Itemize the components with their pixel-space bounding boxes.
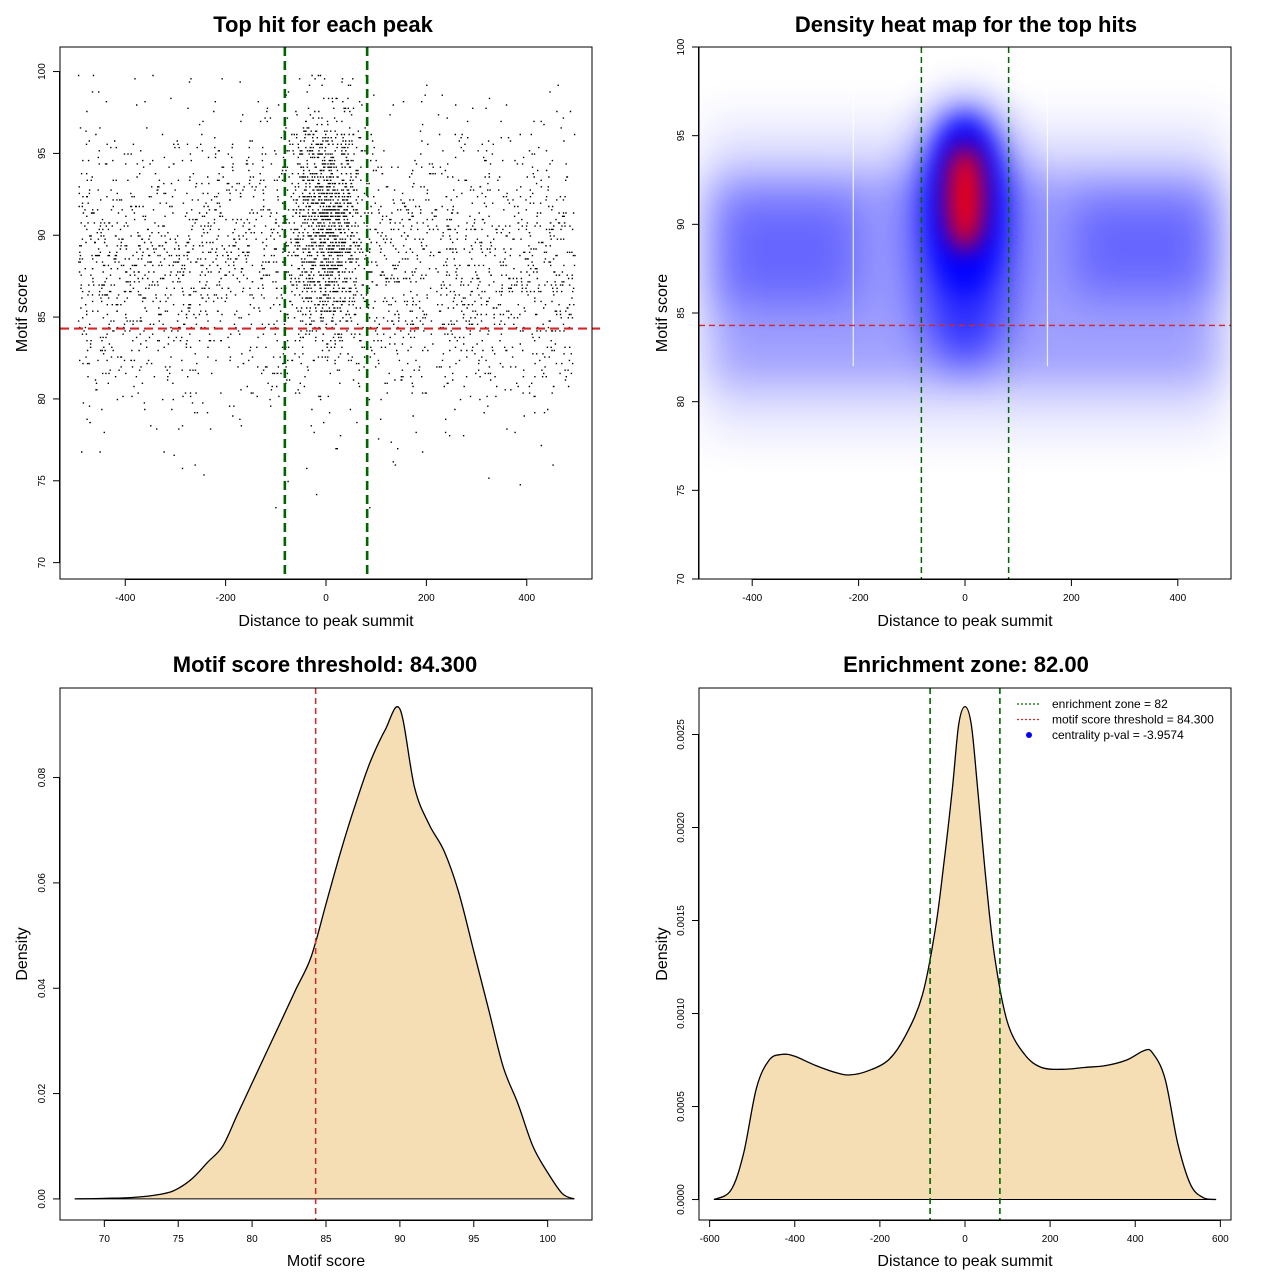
y-tick-label: 0.00 bbox=[37, 1189, 48, 1209]
y-tick-label: 100 bbox=[37, 63, 48, 80]
y-tick-label: 0.0020 bbox=[676, 812, 687, 843]
x-tick-label: -200 bbox=[870, 1234, 890, 1245]
legend-label: enrichment zone = 82 bbox=[1052, 697, 1168, 711]
x-tick-label: -600 bbox=[700, 1234, 720, 1245]
x-axis-label: Distance to peak summit bbox=[877, 613, 1053, 630]
legend-item: enrichment zone = 82 bbox=[1017, 697, 1168, 711]
y-tick-label: 95 bbox=[676, 130, 687, 142]
y-tick-label: 0.02 bbox=[37, 1083, 48, 1103]
x-tick-label: 200 bbox=[418, 593, 435, 604]
y-tick-label: 80 bbox=[676, 396, 687, 408]
x-tick-label: 70 bbox=[99, 1234, 111, 1245]
legend: enrichment zone = 82 motif score threshol… bbox=[1017, 697, 1214, 742]
x-tick-label: 95 bbox=[468, 1234, 480, 1245]
y-tick-label: 0.0015 bbox=[676, 905, 687, 936]
y-axis: 70 75 80 85 90 95 100 bbox=[676, 38, 699, 585]
y-tick-label: 85 bbox=[676, 307, 687, 319]
y-tick-label: 85 bbox=[37, 311, 48, 323]
scatter-points bbox=[77, 74, 576, 509]
y-tick-label: 90 bbox=[37, 229, 48, 241]
x-axis-label: Distance to peak summit bbox=[877, 1253, 1053, 1270]
x-axis-label: Motif score bbox=[287, 1253, 365, 1270]
x-tick-label: 600 bbox=[1212, 1234, 1229, 1245]
y-axis: 0.0000 0.0005 0.0010 0.0015 0.0020 0.0025 bbox=[676, 719, 699, 1215]
legend-item: centrality p-val = -3.9574 bbox=[1026, 728, 1184, 742]
scatter-point-cloud bbox=[77, 74, 576, 509]
heat-left-lobe bbox=[714, 197, 859, 305]
legend-label: motif score threshold = 84.300 bbox=[1052, 713, 1214, 727]
x-tick-label: 85 bbox=[320, 1234, 332, 1245]
x-axis-label: Distance to peak summit bbox=[238, 613, 414, 630]
y-tick-label: 70 bbox=[676, 573, 687, 585]
x-axis: -600 -400 -200 0 200 400 600 bbox=[700, 1220, 1229, 1245]
y-axis-label: Density bbox=[654, 927, 671, 980]
x-tick-label: 400 bbox=[518, 593, 535, 604]
density-curve bbox=[74, 706, 575, 1200]
chart-title: Density heat map for the top hits bbox=[795, 12, 1137, 37]
y-axis-label: Density bbox=[14, 927, 31, 980]
y-tick-label: 75 bbox=[37, 475, 48, 487]
x-tick-label: 90 bbox=[394, 1234, 406, 1245]
x-tick-label: 0 bbox=[323, 593, 329, 604]
density-area bbox=[74, 706, 575, 1199]
x-tick-label: 100 bbox=[539, 1234, 556, 1245]
x-tick-label: 200 bbox=[1042, 1234, 1059, 1245]
density-area bbox=[713, 706, 1217, 1200]
x-axis: 70 75 80 85 90 95 100 bbox=[99, 1220, 556, 1245]
x-tick-label: 80 bbox=[247, 1234, 259, 1245]
y-tick-label: 100 bbox=[676, 38, 687, 55]
panel-4: Enrichment zone: 82.00 Distance to peak s… bbox=[654, 652, 1232, 1270]
heat-hotspot bbox=[946, 144, 984, 251]
y-tick-label: 75 bbox=[676, 484, 687, 496]
x-tick-label: -400 bbox=[785, 1234, 805, 1245]
heat-right-lobe bbox=[1071, 197, 1216, 296]
y-axis: 0.00 0.02 0.04 0.06 0.08 bbox=[37, 767, 60, 1209]
y-tick-label: 80 bbox=[37, 393, 48, 405]
y-tick-label: 0.04 bbox=[37, 978, 48, 998]
x-tick-label: -200 bbox=[849, 593, 869, 604]
panel-2: Density heat map for the top hits Distanc… bbox=[654, 12, 1232, 630]
chart-title: Motif score threshold: 84.300 bbox=[173, 652, 477, 677]
y-tick-label: 0.0025 bbox=[676, 719, 687, 750]
x-tick-label: 0 bbox=[962, 1234, 968, 1245]
x-axis: -400 -200 0 200 400 bbox=[742, 579, 1187, 604]
y-tick-label: 0.0010 bbox=[676, 998, 687, 1029]
x-axis: -400 -200 0 200 400 bbox=[115, 579, 536, 604]
x-tick-label: 400 bbox=[1127, 1234, 1144, 1245]
x-tick-label: 0 bbox=[962, 593, 968, 604]
y-tick-label: 90 bbox=[676, 218, 687, 230]
chart-title: Top hit for each peak bbox=[213, 12, 433, 37]
y-axis-label: Motif score bbox=[654, 274, 671, 352]
x-tick-label: -400 bbox=[115, 593, 135, 604]
panel-3: Motif score threshold: 84.300 Motif score… bbox=[14, 652, 593, 1270]
panel-1: Top hit for each peak Distance to peak su… bbox=[14, 12, 593, 630]
y-tick-label: 0.0005 bbox=[676, 1091, 687, 1122]
legend-point-icon bbox=[1026, 732, 1032, 738]
y-tick-label: 0.06 bbox=[37, 873, 48, 893]
x-tick-label: -200 bbox=[216, 593, 236, 604]
chart-title: Enrichment zone: 82.00 bbox=[843, 652, 1089, 677]
y-tick-label: 0.0000 bbox=[676, 1184, 687, 1215]
density-curve bbox=[713, 705, 1217, 1201]
x-tick-label: 200 bbox=[1063, 593, 1080, 604]
y-tick-label: 95 bbox=[37, 147, 48, 159]
x-tick-label: -400 bbox=[742, 593, 762, 604]
y-axis-label: Motif score bbox=[14, 274, 31, 352]
y-tick-label: 70 bbox=[37, 557, 48, 569]
y-axis: 70 75 80 85 90 95 100 bbox=[37, 63, 60, 568]
legend-item: motif score threshold = 84.300 bbox=[1017, 713, 1214, 727]
x-tick-label: 75 bbox=[173, 1234, 185, 1245]
heatmap-density bbox=[704, 47, 1226, 438]
y-tick-label: 0.08 bbox=[37, 767, 48, 787]
legend-label: centrality p-val = -3.9574 bbox=[1052, 728, 1184, 742]
x-tick-label: 400 bbox=[1169, 593, 1186, 604]
plot-frame bbox=[59, 46, 593, 580]
